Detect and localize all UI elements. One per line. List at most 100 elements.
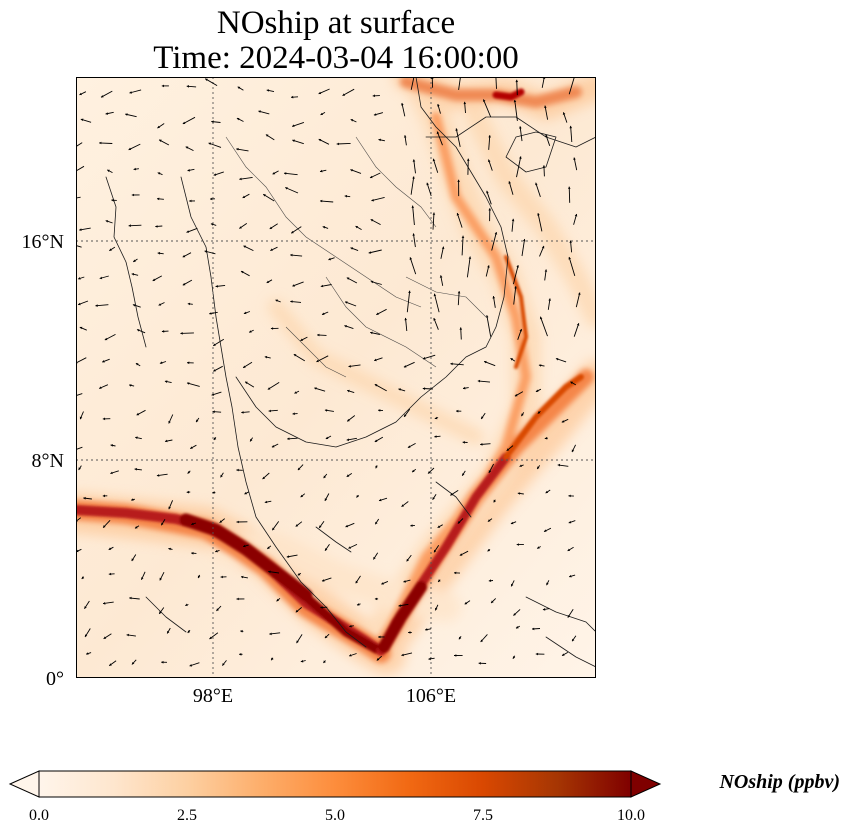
wind-arrow-shaft [76, 196, 81, 199]
wind-arrow-head [463, 386, 466, 390]
wind-arrow-head [219, 520, 223, 523]
wind-arrow-head [79, 326, 83, 330]
wind-arrow-head [357, 603, 360, 606]
wind-arrow-head [105, 220, 109, 223]
wind-arrow-head [492, 296, 496, 299]
wind-arrow-head [480, 443, 483, 446]
wind-arrow-head [161, 522, 164, 526]
wind-arrow-shaft [535, 182, 541, 198]
wind-arrow-head [208, 142, 212, 145]
wind-arrow-head [318, 139, 322, 142]
wind-arrow-head [403, 580, 406, 583]
wind-arrow-shaft [239, 176, 253, 180]
wind-arrow-head [266, 280, 270, 283]
wind-arrow-head [568, 494, 571, 498]
wind-arrow-head [568, 186, 571, 189]
wind-arrow-head [412, 469, 415, 473]
wind-arrow-head [347, 418, 350, 422]
wind-arrow-head [570, 381, 573, 384]
wind-arrow-head [483, 99, 486, 102]
wind-arrow-head [348, 546, 351, 549]
wind-arrow-head [487, 519, 491, 522]
wind-arrow-head [322, 312, 325, 315]
wind-arrow-head [286, 555, 290, 558]
wind-arrow-head [404, 414, 407, 417]
wind-arrow-head [401, 504, 405, 507]
wind-arrow-head [322, 579, 325, 582]
wind-arrow-head [237, 86, 241, 90]
wind-arrow-head [462, 441, 465, 444]
wind-arrow-head [85, 634, 88, 637]
wind-arrow-head [266, 89, 270, 92]
wind-arrow-head [129, 384, 132, 387]
wind-arrow-head [158, 303, 162, 306]
gridlines [76, 77, 596, 678]
wind-arrow-head [182, 254, 186, 258]
wind-arrow-head [131, 662, 135, 665]
wind-arrow-head [242, 195, 246, 198]
wind-arrow-head [350, 119, 354, 122]
wind-arrow-head [464, 601, 468, 605]
wind-arrow-head [209, 312, 212, 315]
coastlines [105, 77, 596, 668]
wind-arrow-head [314, 387, 317, 390]
wind-arrow-head [212, 410, 215, 414]
lon-label-106e: 106°E [405, 685, 457, 707]
wind-arrow-head [297, 573, 301, 576]
wind-arrow-head [516, 626, 519, 629]
wind-arrow-head [249, 330, 252, 333]
wind-arrow-head [295, 524, 299, 527]
wind-arrow-head [436, 131, 440, 135]
wind-arrow-head [374, 439, 378, 442]
wind-arrow-head [300, 338, 303, 341]
wind-arrow-head [189, 664, 193, 667]
wind-arrow-head [494, 232, 498, 235]
lon-label-98e: 98°E [192, 685, 234, 707]
wind-arrow-shaft [316, 355, 329, 363]
wind-arrow-head [514, 286, 517, 289]
figure-title-line1: NOship at surface [216, 5, 456, 41]
wind-arrow-head [292, 124, 295, 127]
wind-arrow-shaft [516, 79, 518, 96]
wind-arrow-shaft [457, 291, 460, 306]
wind-arrow-head [374, 358, 377, 362]
wind-arrow-head [111, 198, 114, 202]
wind-arrow-head [263, 194, 266, 197]
wind-arrow-head [291, 95, 294, 99]
wind-arrow-head [264, 355, 268, 359]
wind-arrow-head [458, 636, 462, 640]
figure-title-line2: Time: 2024-03-04 16:00:00 [153, 40, 519, 76]
wind-arrow-shaft [486, 190, 492, 205]
wind-arrow-shaft [455, 128, 461, 147]
wind-arrow-head [241, 411, 244, 414]
wind-arrow-head [346, 474, 350, 477]
colorbar-extend-min [8, 770, 40, 798]
wind-arrow-head [378, 409, 381, 412]
wind-arrow-head [432, 497, 435, 500]
wind-arrow-head [167, 630, 170, 634]
wind-arrow-shaft [537, 213, 543, 232]
wind-arrow-shaft [342, 88, 355, 96]
wind-arrow-head [86, 652, 89, 655]
wind-arrow-head [109, 248, 112, 251]
wind-arrow-head [103, 602, 106, 605]
wind-arrow-head [215, 285, 218, 288]
wind-arrow-head [456, 213, 460, 216]
wind-arrow-head [239, 177, 242, 181]
wind-arrow-shaft [491, 231, 497, 251]
wind-arrow-head [213, 343, 216, 346]
wind-arrow-shaft [432, 212, 435, 230]
colorbar-bar [38, 770, 632, 798]
wind-arrow-head [408, 290, 411, 293]
wind-arrow-head [319, 525, 322, 528]
wind-arrow-head [300, 494, 304, 498]
wind-arrow-head [368, 251, 372, 254]
wind-arrow-head [103, 525, 106, 528]
wind-arrow-shaft [482, 99, 492, 118]
wind-arrow-head [79, 228, 82, 231]
wind-arrow-head [461, 235, 465, 238]
wind-arrow-shaft [495, 77, 497, 89]
wind-arrow-shaft [76, 393, 83, 397]
wind-arrow-head [294, 391, 297, 394]
wind-arrow-head [457, 179, 460, 182]
